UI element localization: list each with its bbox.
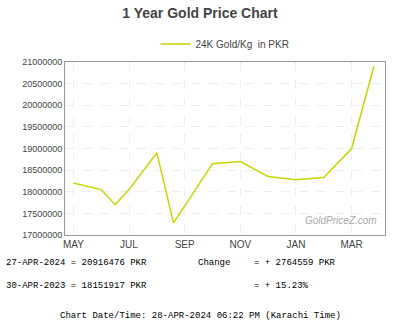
svg-text:17000000: 17000000 <box>22 230 62 240</box>
svg-text:18500000: 18500000 <box>22 165 62 175</box>
svg-text:Change: Change <box>198 258 230 268</box>
svg-text:19500000: 19500000 <box>22 122 62 132</box>
svg-text:JUL: JUL <box>120 239 138 250</box>
svg-text:19000000: 19000000 <box>22 144 62 154</box>
svg-text:GoldPriceZ.com: GoldPriceZ.com <box>305 215 377 226</box>
svg-text:24K Gold/Kg in PKR: 24K Gold/Kg in PKR <box>196 39 289 50</box>
svg-text:20000000: 20000000 <box>22 100 62 110</box>
svg-text:SEP: SEP <box>175 239 195 250</box>
svg-text:18000000: 18000000 <box>22 187 62 197</box>
svg-text:JAN: JAN <box>287 239 306 250</box>
svg-text:20500000: 20500000 <box>22 79 62 89</box>
svg-text:27-APR-2024 = 20916476 PKR: 27-APR-2024 = 20916476 PKR <box>6 258 147 268</box>
svg-text:17500000: 17500000 <box>22 209 62 219</box>
svg-text:1 Year Gold Price Chart: 1 Year Gold Price Chart <box>122 5 278 21</box>
svg-text:Chart Date/Time: 28-APR-2024 0: Chart Date/Time: 28-APR-2024 06:22 PM (K… <box>60 311 341 321</box>
svg-text:21000000: 21000000 <box>22 57 62 67</box>
svg-text:= + 2764559 PKR: = + 2764559 PKR <box>254 258 336 268</box>
svg-text:MAR: MAR <box>340 239 362 250</box>
svg-text:NOV: NOV <box>229 239 251 250</box>
svg-text:30-APR-2023 = 18151917 PKR: 30-APR-2023 = 18151917 PKR <box>6 281 147 291</box>
svg-text:= + 15.23%: = + 15.23% <box>254 281 309 291</box>
svg-text:MAY: MAY <box>63 239 84 250</box>
